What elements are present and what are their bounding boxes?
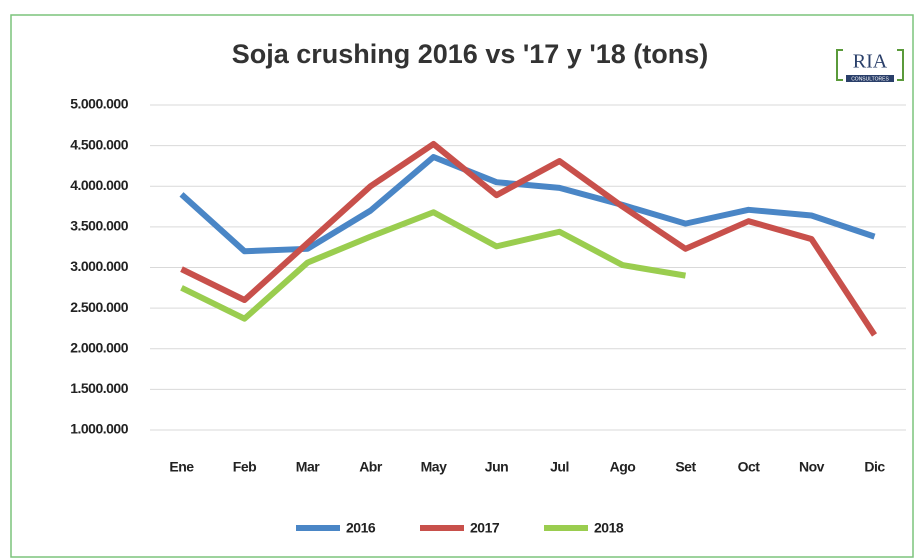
chart-frame: [10, 14, 914, 558]
y-tick-label: 3.000.000: [70, 258, 128, 274]
x-tick-label: Ene: [169, 459, 194, 475]
x-tick-label: May: [421, 459, 447, 475]
x-tick-label: Set: [675, 459, 696, 475]
x-tick-label: Nov: [799, 459, 825, 475]
logo-name: RIA: [853, 51, 888, 73]
x-tick-label: Oct: [738, 459, 761, 475]
chart-title: Soja crushing 2016 vs '17 y '18 (tons): [232, 39, 709, 69]
y-tick-label: 4.000.000: [70, 177, 128, 193]
series-line: [180, 141, 878, 337]
legend-label: 2018: [594, 520, 624, 536]
y-tick-label: 4.500.000: [70, 136, 128, 152]
x-tick-label: Mar: [296, 459, 320, 475]
y-tick-label: 2.000.000: [70, 339, 128, 355]
series-line: [180, 209, 686, 322]
x-tick-label: Ago: [610, 459, 636, 475]
x-tick-label: Dic: [864, 459, 885, 475]
y-tick-label: 1.000.000: [70, 421, 128, 437]
y-tick-label: 3.500.000: [70, 218, 128, 234]
x-tick-label: Abr: [359, 459, 383, 475]
legend-label: 2017: [470, 520, 500, 536]
x-tick-label: Feb: [233, 459, 256, 475]
logo-subtitle: CONSULTORES: [851, 76, 889, 82]
legend-label: 2016: [346, 520, 376, 536]
x-tick-label: Jul: [550, 459, 569, 475]
logo-band: [846, 75, 894, 82]
y-tick-label: 5.000.000: [70, 96, 128, 112]
y-tick-label: 2.500.000: [70, 299, 128, 315]
x-tick-label: Jun: [485, 459, 508, 475]
logo-bracket: [836, 49, 904, 81]
y-tick-label: 1.500.000: [70, 380, 128, 396]
logo: RIA CONSULTORES: [836, 49, 904, 82]
